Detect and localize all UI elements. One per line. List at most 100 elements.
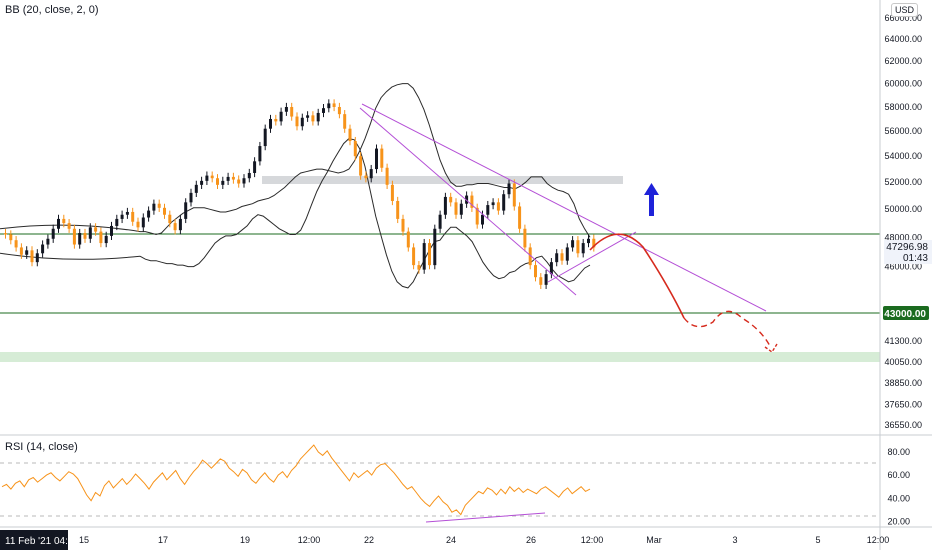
- candles: [4, 99, 596, 289]
- candle-body: [78, 233, 82, 245]
- candle-body: [544, 274, 548, 285]
- rising-wedge-line[interactable]: [547, 231, 637, 283]
- candle-body: [523, 228, 527, 248]
- candle-body: [295, 116, 299, 127]
- candle-body: [210, 175, 214, 179]
- candle-body: [353, 141, 357, 157]
- price-tick-label: 40050.00: [884, 357, 922, 367]
- candle-body: [486, 205, 490, 215]
- candle-body: [41, 244, 45, 254]
- candle-body: [401, 218, 405, 232]
- candle-body: [184, 202, 188, 219]
- rsi-tick-label: 20.00: [887, 517, 910, 527]
- candle-body: [88, 227, 92, 239]
- candle-body: [470, 195, 474, 208]
- candle-body: [555, 253, 559, 263]
- price-tick-label: 54000.00: [884, 151, 922, 161]
- candle-body: [274, 118, 278, 122]
- rsi-axis: 80.00 60.00 40.00 20.00: [887, 447, 910, 527]
- bb-upper-band: [140, 83, 591, 238]
- candle-body: [454, 202, 458, 215]
- candle-body: [35, 253, 39, 263]
- time-tick-label: 22: [364, 535, 374, 545]
- candle-body: [459, 203, 463, 215]
- time-tick-label: Mar: [646, 535, 662, 545]
- candle-body: [253, 161, 257, 173]
- time-tick-label: 3: [732, 535, 737, 545]
- price-tick-label: 56000.00: [884, 126, 922, 136]
- candle-body: [385, 167, 389, 185]
- candle-body: [539, 277, 543, 285]
- candle-body: [364, 175, 368, 179]
- price-tick-label: 62000.00: [884, 56, 922, 66]
- candle-body: [433, 228, 437, 266]
- candle-body: [205, 175, 209, 181]
- price-axis[interactable]: 66000.00 64000.00 62000.00 60000.00 58000.00…: [884, 13, 922, 430]
- candle-body: [120, 214, 124, 219]
- candle-body: [99, 231, 103, 244]
- price-tick-label: 66000.00: [884, 13, 922, 23]
- candle-body: [4, 233, 7, 235]
- candle-body: [496, 202, 500, 211]
- bb-lower-extension: [0, 252, 141, 260]
- rsi-tick-label: 80.00: [887, 447, 910, 457]
- candle-body: [428, 243, 431, 266]
- time-tick-label: 12:00: [298, 535, 321, 545]
- candle-body: [507, 183, 511, 195]
- candle-body: [380, 148, 384, 168]
- time-tick-label: 24: [446, 535, 456, 545]
- countdown-label: 01:43: [903, 253, 928, 264]
- candle-body: [449, 196, 453, 203]
- price-tick-label: 64000.00: [884, 34, 922, 44]
- candle-body: [332, 103, 336, 107]
- candle-body: [576, 240, 580, 254]
- falling-wedge-lower[interactable]: [359, 107, 577, 296]
- bollinger-bands: [0, 83, 591, 289]
- time-range-badge: 11 Feb '21 04:00: [0, 530, 79, 550]
- candle-body: [110, 225, 113, 236]
- candle-body: [94, 227, 98, 232]
- candle-body: [475, 207, 479, 225]
- bb-indicator-label[interactable]: BB (20, close, 2, 0): [5, 4, 99, 16]
- candle-body: [322, 108, 325, 113]
- rsi-tick-label: 60.00: [887, 470, 910, 480]
- candle-body: [348, 128, 352, 142]
- candle-body: [571, 240, 575, 248]
- candle-body: [30, 250, 34, 263]
- rsi-divergence-line[interactable]: [425, 512, 546, 523]
- projection-arrowhead-icon: [764, 343, 778, 354]
- candle-body: [152, 203, 156, 211]
- up-arrow-icon[interactable]: [644, 183, 659, 216]
- candle-body: [136, 221, 140, 228]
- candle-body: [327, 103, 331, 109]
- price-tick-label: 60000.00: [884, 79, 922, 89]
- candle-body: [481, 214, 484, 225]
- time-axis[interactable]: 15 17 19 12:00 22 24 26 12:00 Mar 3 5 12:00: [79, 535, 889, 545]
- candle-body: [178, 218, 182, 231]
- candle-body: [369, 169, 373, 179]
- time-tick-label: 12:00: [581, 535, 604, 545]
- time-tick-label: 19: [240, 535, 250, 545]
- projection-dashed[interactable]: [683, 310, 772, 349]
- time-range-label: 11 Feb '21 04:00: [5, 536, 79, 547]
- target-zone[interactable]: [0, 352, 880, 362]
- price-tick-label: 50000.00: [884, 204, 922, 214]
- candle-body: [9, 234, 13, 241]
- candle-body: [168, 214, 172, 224]
- candle-body: [502, 194, 506, 211]
- price-tick-label: 48000.00: [884, 232, 922, 242]
- currency-badge[interactable]: USD: [890, 3, 918, 17]
- rsi-indicator-label[interactable]: RSI (14, close): [5, 441, 78, 453]
- candle-body: [226, 176, 230, 181]
- candle-body: [62, 218, 66, 224]
- time-tick-label: 26: [526, 535, 536, 545]
- candle-body: [115, 218, 119, 226]
- support-price-label: 43000.00: [884, 309, 926, 320]
- price-tick-label: 46000.00: [884, 262, 922, 272]
- candle-body: [104, 235, 108, 244]
- projection-curve[interactable]: [589, 233, 685, 319]
- descending-trendline[interactable]: [361, 103, 767, 312]
- candle-body: [534, 265, 537, 278]
- candle-body: [581, 243, 585, 254]
